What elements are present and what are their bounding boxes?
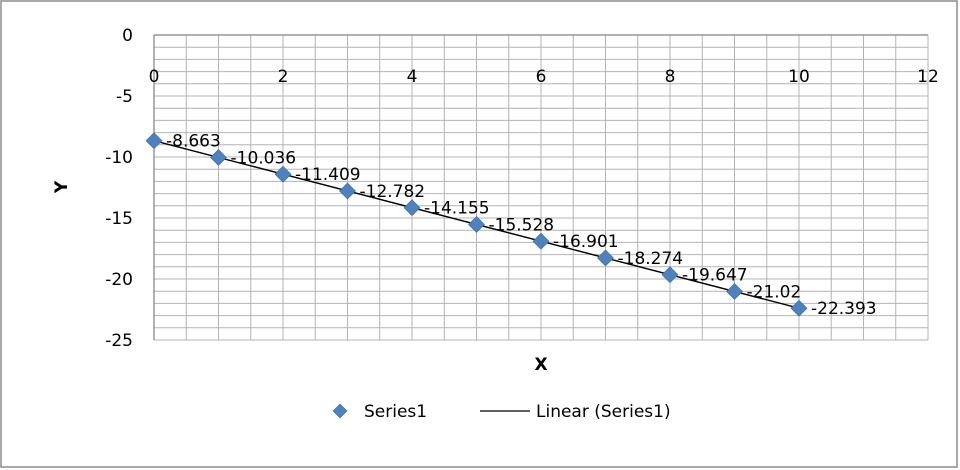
x-tick-label: 2 bbox=[278, 67, 289, 87]
legend-series1-marker bbox=[332, 403, 348, 419]
data-labels: -8.663 -10.036-11.409-12.782-14.155-15.52… bbox=[166, 132, 877, 320]
x-tick-label: 6 bbox=[536, 67, 547, 87]
series-points bbox=[145, 132, 808, 317]
x-tick-label: 8 bbox=[665, 67, 676, 87]
legend-series1-label: Series1 bbox=[364, 402, 427, 422]
data-label: -22.393 bbox=[811, 299, 877, 319]
y-tick-label: 0 bbox=[122, 26, 133, 46]
data-label: -11.409 bbox=[295, 165, 361, 185]
x-tick-labels: 0 2 4 6 8 10 12 bbox=[149, 67, 939, 87]
data-point bbox=[210, 149, 227, 166]
legend: Series1 Linear (Series1) bbox=[332, 402, 671, 422]
data-label: -8.663 bbox=[166, 132, 221, 152]
y-tick-label: -25 bbox=[105, 331, 133, 351]
data-point bbox=[468, 216, 485, 233]
y-tick-label: -5 bbox=[116, 87, 133, 107]
data-point bbox=[726, 283, 743, 300]
y-tick-label: -15 bbox=[105, 209, 133, 229]
data-label: -15.528 bbox=[489, 215, 555, 235]
x-axis-title: X bbox=[534, 355, 547, 375]
data-point bbox=[661, 266, 679, 284]
data-label: -18.274 bbox=[618, 249, 684, 269]
x-tick-label: 10 bbox=[788, 67, 810, 87]
data-label: -19.647 bbox=[682, 266, 748, 286]
data-point bbox=[532, 232, 550, 250]
y-tick-label: -20 bbox=[105, 270, 133, 290]
data-label: -21.02 bbox=[747, 282, 802, 302]
x-tick-label: 0 bbox=[149, 67, 160, 87]
y-axis-title: Y bbox=[52, 180, 72, 194]
data-label: -12.782 bbox=[360, 182, 426, 202]
axes bbox=[153, 34, 928, 340]
y-tick-labels: 0 -5 -10 -15 -20 -25 bbox=[105, 26, 133, 351]
data-point bbox=[274, 165, 292, 183]
data-point bbox=[790, 299, 808, 317]
data-point bbox=[339, 182, 356, 200]
data-label: -10.036 bbox=[231, 148, 297, 168]
data-point bbox=[597, 249, 614, 267]
y-tick-label: -10 bbox=[105, 148, 133, 168]
x-tick-label: 12 bbox=[917, 67, 939, 87]
data-point bbox=[403, 199, 421, 217]
data-label: -14.155 bbox=[424, 199, 490, 219]
legend-trendline-label: Linear (Series1) bbox=[536, 402, 671, 422]
data-label: -16.901 bbox=[553, 232, 619, 252]
x-tick-label: 4 bbox=[407, 67, 418, 87]
data-point bbox=[145, 132, 163, 150]
